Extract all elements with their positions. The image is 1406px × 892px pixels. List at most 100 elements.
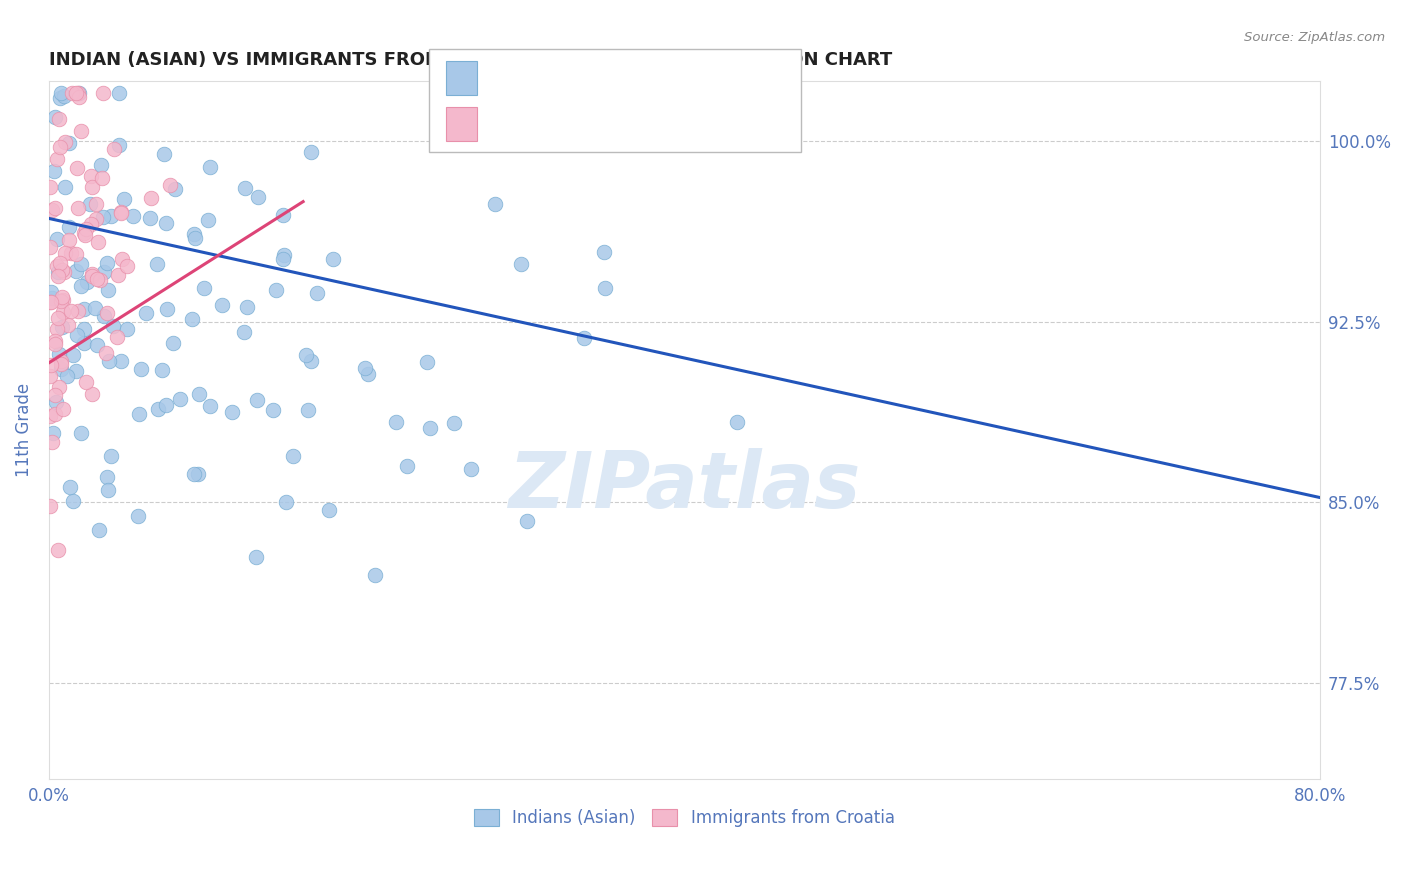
Point xyxy=(419,421,441,435)
Point xyxy=(318,502,340,516)
Point xyxy=(51,353,73,368)
Point xyxy=(135,306,157,320)
Point xyxy=(264,283,287,297)
Point xyxy=(38,409,60,424)
Point xyxy=(73,322,96,336)
Point xyxy=(91,87,114,101)
Point xyxy=(76,275,98,289)
Point xyxy=(46,543,69,558)
Point xyxy=(39,295,62,310)
Point xyxy=(101,318,124,333)
Point xyxy=(395,458,418,473)
Point xyxy=(299,353,322,368)
Point xyxy=(83,301,105,315)
Point xyxy=(45,395,67,409)
Point xyxy=(52,293,75,307)
Point xyxy=(65,247,87,261)
Point xyxy=(60,303,83,318)
Point xyxy=(193,280,215,294)
Point xyxy=(38,295,60,310)
Point xyxy=(75,375,97,389)
Point xyxy=(236,300,259,314)
Point xyxy=(460,461,482,475)
Point xyxy=(51,361,73,376)
Point xyxy=(725,415,748,429)
Point xyxy=(84,197,107,211)
Text: N = 117: N = 117 xyxy=(643,65,711,83)
Point xyxy=(96,306,118,320)
Point xyxy=(51,320,73,334)
Point xyxy=(62,493,84,508)
Point xyxy=(42,164,65,178)
Point xyxy=(39,359,62,373)
Point xyxy=(100,209,122,223)
Point xyxy=(66,202,89,216)
Point xyxy=(110,354,132,368)
Point xyxy=(198,399,221,413)
Point xyxy=(51,357,73,371)
Point xyxy=(46,310,69,325)
Point xyxy=(82,179,104,194)
Point xyxy=(79,169,101,183)
Point xyxy=(96,470,118,484)
Legend: Indians (Asian), Immigrants from Croatia: Indians (Asian), Immigrants from Croatia xyxy=(467,802,901,833)
Point xyxy=(56,369,79,384)
Point xyxy=(108,138,131,153)
Point xyxy=(186,467,208,482)
Text: R =: R = xyxy=(491,112,527,130)
Point xyxy=(49,293,72,308)
Point xyxy=(183,227,205,241)
Point xyxy=(80,386,103,401)
Point xyxy=(62,348,84,362)
Point xyxy=(66,327,89,342)
Point xyxy=(139,211,162,226)
Point xyxy=(115,321,138,335)
Text: N =  77: N = 77 xyxy=(643,112,706,130)
Point xyxy=(221,405,243,419)
Point xyxy=(70,279,93,293)
Text: ZIPatlas: ZIPatlas xyxy=(508,448,860,524)
Point xyxy=(75,222,97,236)
Point xyxy=(150,363,173,377)
Point xyxy=(52,265,75,279)
Point xyxy=(59,480,82,494)
Point xyxy=(59,246,82,260)
Point xyxy=(48,347,70,361)
Point xyxy=(39,499,62,513)
Point xyxy=(364,568,387,582)
Text: 0.284: 0.284 xyxy=(538,112,591,130)
Point xyxy=(90,158,112,172)
Point xyxy=(96,256,118,270)
Point xyxy=(49,256,72,270)
Point xyxy=(307,285,329,300)
Point xyxy=(41,434,63,449)
Point xyxy=(51,263,73,277)
Point xyxy=(155,215,177,229)
Point xyxy=(162,335,184,350)
Text: R =: R = xyxy=(491,65,527,83)
Point xyxy=(159,178,181,192)
Point xyxy=(146,402,169,417)
Point xyxy=(295,348,318,362)
Y-axis label: 11th Grade: 11th Grade xyxy=(15,383,32,477)
Point xyxy=(299,145,322,159)
Point xyxy=(183,467,205,482)
Point xyxy=(52,88,75,103)
Point xyxy=(82,267,104,281)
Point xyxy=(41,291,63,305)
Point xyxy=(91,171,114,186)
Point xyxy=(58,136,80,150)
Point xyxy=(53,179,76,194)
Point xyxy=(67,90,90,104)
Point xyxy=(44,334,66,349)
Point xyxy=(53,136,76,150)
Point xyxy=(39,180,62,194)
Point xyxy=(48,380,70,394)
Point xyxy=(416,355,439,369)
Point xyxy=(197,212,219,227)
Point xyxy=(58,220,80,235)
Point xyxy=(184,231,207,245)
Point xyxy=(44,337,66,351)
Point xyxy=(48,112,70,126)
Point xyxy=(122,209,145,223)
